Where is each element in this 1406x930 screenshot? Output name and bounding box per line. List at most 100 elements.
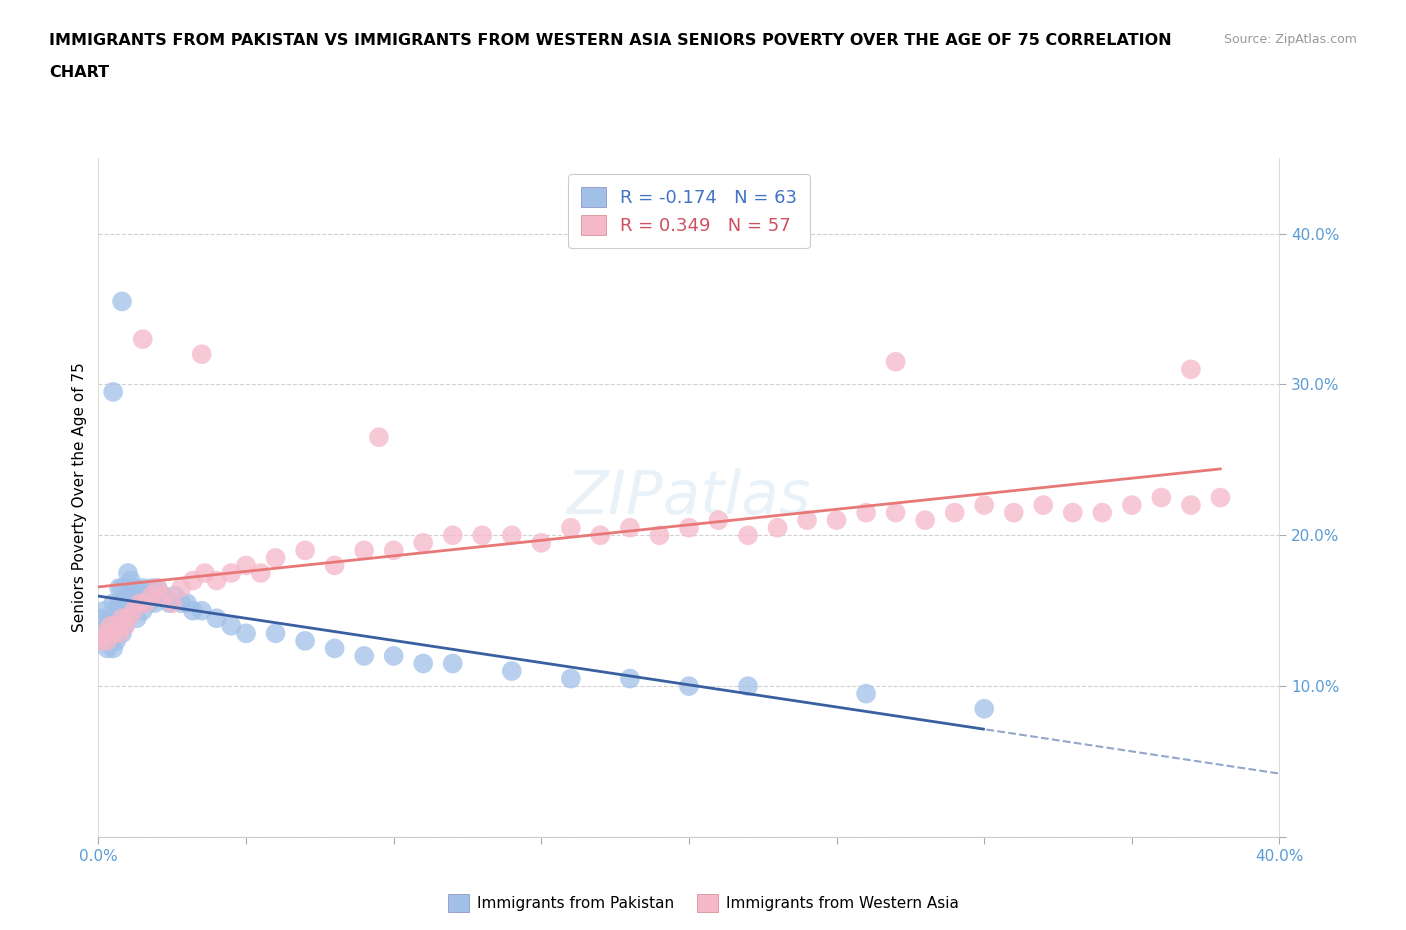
Point: [120, 573, 142, 588]
Point: [111, 604, 134, 618]
Point: [96, 618, 118, 633]
Point: [132, 332, 155, 347]
Point: [141, 588, 163, 603]
Point: [105, 618, 128, 633]
Point: [1121, 498, 1143, 512]
Point: [441, 528, 464, 543]
Point: [122, 580, 145, 595]
Y-axis label: Seniors Poverty Over the Age of 75: Seniors Poverty Over the Age of 75: [72, 363, 87, 632]
Point: [368, 430, 391, 445]
Point: [122, 604, 145, 618]
Point: [1062, 505, 1084, 520]
Point: [111, 580, 134, 595]
Point: [162, 596, 183, 611]
Point: [205, 611, 228, 626]
Point: [973, 701, 995, 716]
Point: [105, 618, 128, 633]
Point: [125, 611, 148, 626]
Point: [108, 580, 131, 595]
Point: [117, 611, 139, 626]
Point: [170, 580, 193, 595]
Point: [353, 648, 375, 663]
Point: [98, 618, 121, 633]
Point: [132, 604, 155, 618]
Text: CHART: CHART: [49, 65, 110, 80]
Point: [1180, 362, 1202, 377]
Point: [619, 671, 641, 686]
Point: [884, 354, 907, 369]
Point: [678, 520, 700, 535]
Point: [294, 543, 316, 558]
Point: [103, 618, 125, 633]
Point: [108, 626, 131, 641]
Point: [194, 565, 217, 580]
Point: [93, 626, 115, 641]
Point: [294, 633, 316, 648]
Point: [501, 528, 523, 543]
Point: [114, 618, 136, 633]
Point: [146, 580, 169, 595]
Point: [382, 543, 405, 558]
Point: [111, 626, 134, 641]
Point: [103, 626, 125, 641]
Point: [117, 565, 139, 580]
Point: [93, 604, 115, 618]
Point: [98, 611, 121, 626]
Point: [855, 686, 877, 701]
Point: [105, 604, 128, 618]
Point: [108, 596, 131, 611]
Text: ZIPatlas: ZIPatlas: [567, 468, 811, 527]
Point: [943, 505, 966, 520]
Point: [323, 641, 346, 656]
Point: [737, 679, 759, 694]
Point: [219, 618, 242, 633]
Point: [132, 580, 155, 595]
Point: [678, 679, 700, 694]
Point: [181, 573, 204, 588]
Point: [235, 558, 257, 573]
Point: [138, 596, 160, 611]
Legend: Immigrants from Pakistan, Immigrants from Western Asia: Immigrants from Pakistan, Immigrants fro…: [441, 888, 965, 918]
Point: [353, 543, 375, 558]
Point: [973, 498, 995, 512]
Point: [560, 671, 582, 686]
Point: [766, 520, 789, 535]
Point: [105, 633, 128, 648]
Text: Source: ZipAtlas.com: Source: ZipAtlas.com: [1223, 33, 1357, 46]
Point: [120, 596, 142, 611]
Point: [181, 604, 204, 618]
Point: [191, 347, 214, 362]
Legend: R = -0.174   N = 63, R = 0.349   N = 57: R = -0.174 N = 63, R = 0.349 N = 57: [568, 174, 810, 248]
Point: [884, 505, 907, 520]
Point: [737, 528, 759, 543]
Point: [855, 505, 877, 520]
Point: [141, 580, 163, 595]
Point: [117, 611, 139, 626]
Point: [219, 565, 242, 580]
Point: [176, 596, 198, 611]
Point: [1150, 490, 1173, 505]
Point: [1209, 490, 1232, 505]
Point: [152, 588, 174, 603]
Point: [323, 558, 346, 573]
Point: [796, 512, 818, 527]
Point: [707, 512, 730, 527]
Point: [114, 596, 136, 611]
Point: [143, 596, 166, 611]
Point: [108, 611, 131, 626]
Point: [501, 664, 523, 679]
Point: [152, 588, 174, 603]
Point: [111, 294, 134, 309]
Point: [264, 551, 287, 565]
Point: [128, 596, 150, 611]
Point: [98, 633, 121, 648]
Point: [90, 626, 112, 641]
Point: [825, 512, 848, 527]
Point: [170, 596, 193, 611]
Point: [122, 604, 145, 618]
Point: [135, 596, 157, 611]
Point: [90, 611, 112, 626]
Point: [250, 565, 273, 580]
Point: [111, 611, 134, 626]
Point: [125, 588, 148, 603]
